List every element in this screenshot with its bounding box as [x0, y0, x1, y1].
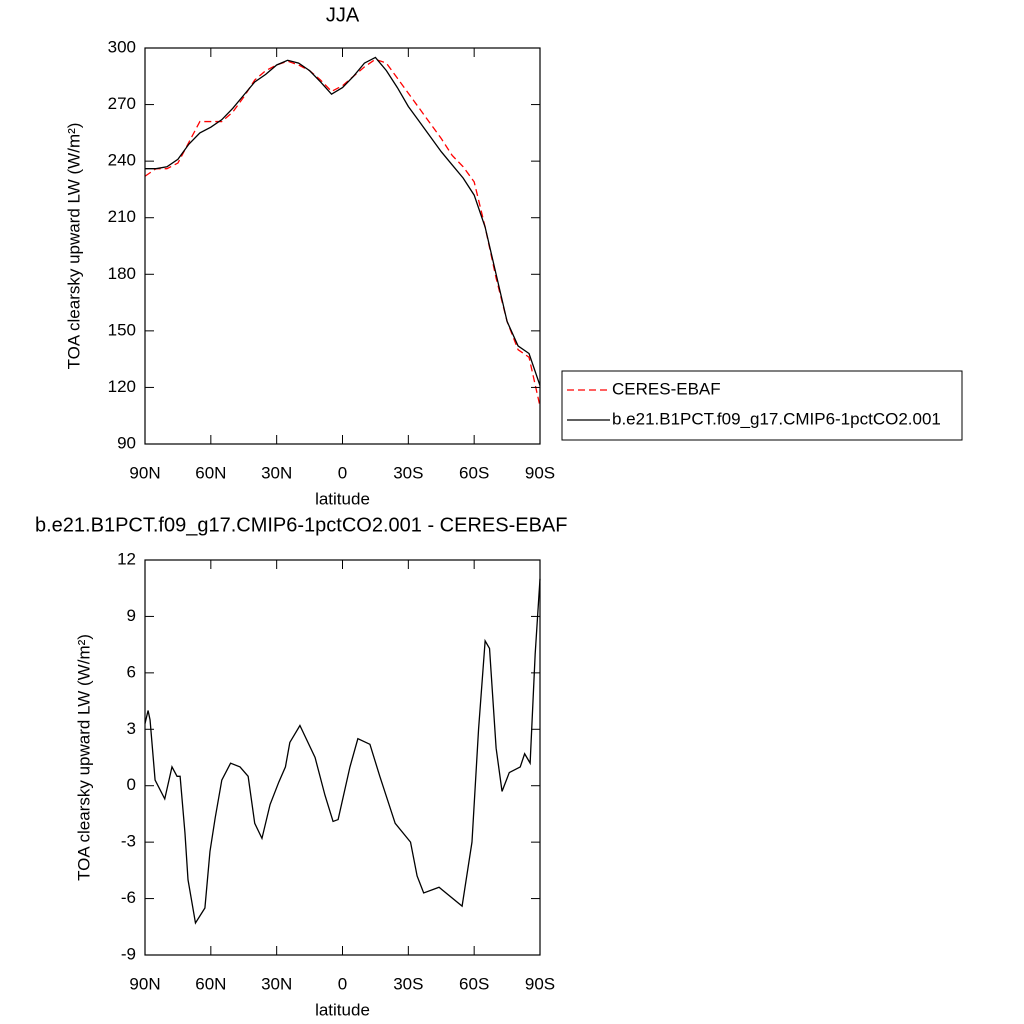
- data-line: [144, 58, 541, 407]
- y-tick-label: 12: [117, 549, 136, 568]
- legend-box: [561, 370, 963, 441]
- y-tick-label: 300: [108, 37, 136, 56]
- legend-label: b.e21.B1PCT.f09_g17.CMIP6-1pctCO2.001: [612, 409, 941, 428]
- y-tick-label: 180: [108, 264, 136, 283]
- x-tick-label: 90S: [525, 463, 555, 482]
- y-tick-label: 9: [127, 606, 136, 625]
- chart-title: JJA: [326, 4, 360, 26]
- x-tick-label: 30S: [393, 974, 423, 993]
- x-tick-label: 90S: [525, 974, 555, 993]
- y-tick-label: 6: [127, 662, 136, 681]
- y-tick-label: 240: [108, 151, 136, 170]
- data-line: [144, 578, 541, 925]
- x-tick-label: 0: [338, 463, 347, 482]
- x-tick-label: 60N: [195, 974, 226, 993]
- x-axis-label: latitude: [315, 1000, 370, 1019]
- y-tick-label: 150: [108, 320, 136, 339]
- x-tick-label: 90N: [129, 974, 160, 993]
- y-axis-label: TOA clearsky upward LW (W/m²): [74, 634, 93, 881]
- y-tick-label: -9: [121, 944, 136, 963]
- x-tick-label: 0: [338, 974, 347, 993]
- x-axis-label: latitude: [315, 489, 370, 508]
- y-tick-label: 270: [108, 94, 136, 113]
- y-tick-label: 0: [127, 775, 136, 794]
- x-tick-label: 60S: [459, 974, 489, 993]
- y-tick-label: 210: [108, 207, 136, 226]
- x-tick-label: 90N: [129, 463, 160, 482]
- x-tick-label: 30N: [261, 463, 292, 482]
- y-tick-label: 3: [127, 719, 136, 738]
- x-tick-label: 30N: [261, 974, 292, 993]
- x-tick-label: 60N: [195, 463, 226, 482]
- y-tick-label: 120: [108, 377, 136, 396]
- y-tick-label: 90: [117, 433, 136, 452]
- y-tick-label: -3: [121, 832, 136, 851]
- data-line: [145, 56, 541, 386]
- x-tick-label: 60S: [459, 463, 489, 482]
- x-tick-label: 30S: [393, 463, 423, 482]
- plot-frame: [144, 47, 541, 445]
- y-axis-label: TOA clearsky upward LW (W/m²): [64, 123, 83, 370]
- chart-title: b.e21.B1PCT.f09_g17.CMIP6-1pctCO2.001 - …: [35, 514, 567, 536]
- y-tick-label: -6: [121, 888, 136, 907]
- plot-frame: [144, 559, 541, 956]
- legend-label: CERES-EBAF: [612, 379, 721, 398]
